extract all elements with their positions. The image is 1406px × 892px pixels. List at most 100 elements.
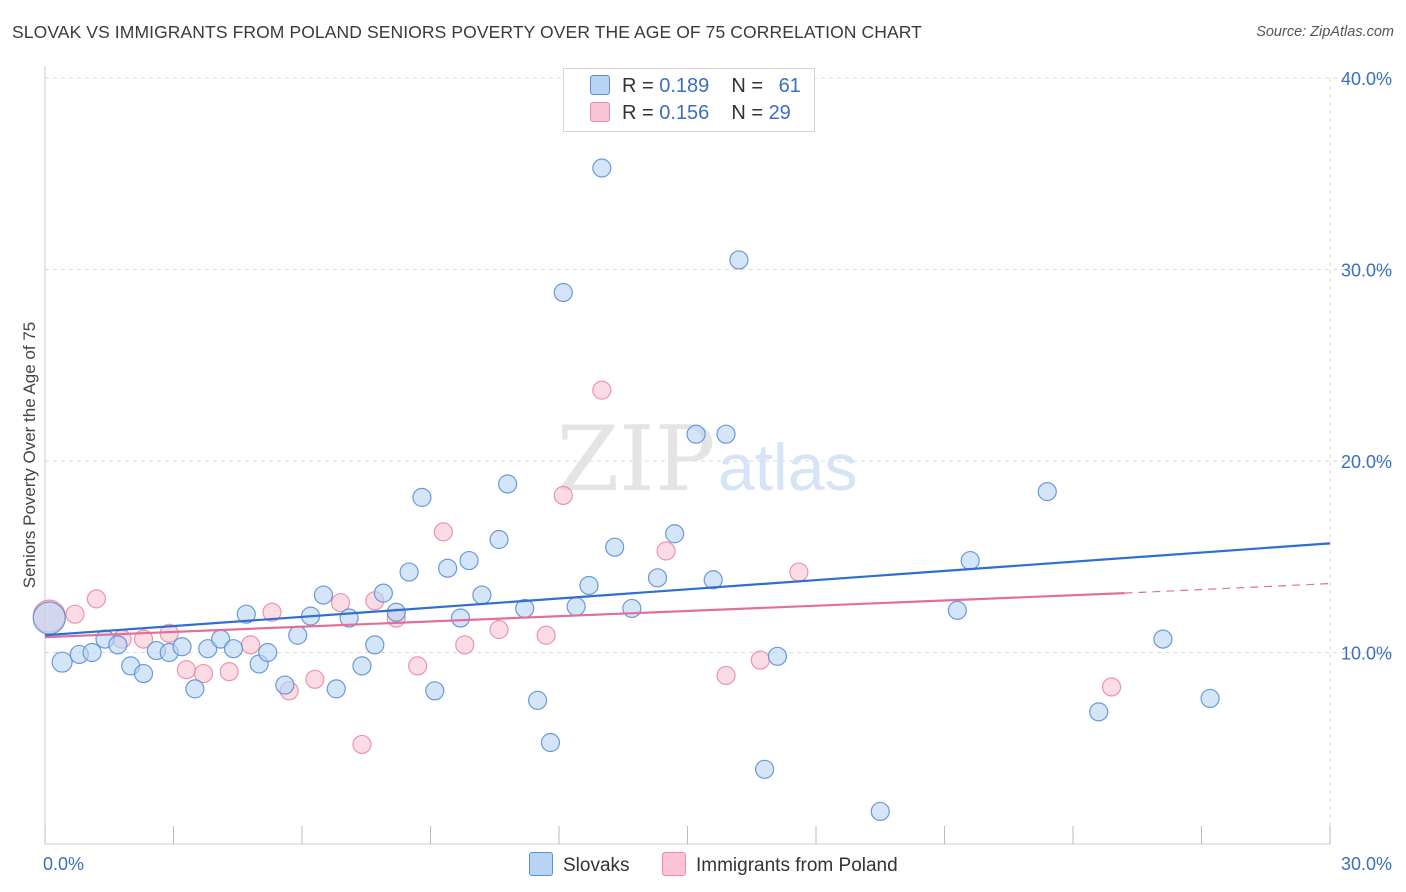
slovak-point-49 — [703, 570, 723, 590]
legend-r-value: 0.189 — [659, 75, 710, 97]
legend-r-value: 0.156 — [659, 102, 710, 124]
poland-point-17 — [408, 656, 428, 676]
poland-point-28 — [1101, 677, 1122, 697]
poland-point-23 — [592, 380, 612, 400]
poland-point-13 — [330, 593, 351, 613]
slovak-point-11 — [185, 679, 205, 699]
slovak-point-1 — [51, 651, 73, 673]
legend-n-label: N = — [731, 102, 769, 124]
legend-item-poland: Immigrants from Poland — [662, 852, 898, 877]
y-tick-label-3: 40.0% — [1341, 69, 1392, 89]
slovak-point-26 — [373, 583, 393, 603]
chart-title: SLOVAK VS IMMIGRANTS FROM POLAND SENIORS… — [12, 22, 922, 42]
legend-swatch-slovak — [590, 75, 610, 95]
legend-n-value: 61 — [778, 75, 801, 97]
legend-row-poland: R = 0.156 N = 29 — [590, 102, 791, 126]
legend-swatch-poland — [590, 102, 610, 122]
y-tick-label-0: 10.0% — [1341, 644, 1392, 664]
axes — [44, 66, 1331, 845]
slovak-point-45 — [622, 598, 642, 619]
slovak-point-5 — [108, 635, 128, 655]
x-tick-label-0: 0.0% — [43, 854, 84, 874]
legend-label-poland: Immigrants from Poland — [696, 855, 898, 876]
trend-lines — [44, 542, 1331, 639]
slovak-point-38 — [527, 690, 548, 710]
watermark-zip: ZIP — [557, 407, 716, 512]
slovak-point-7 — [133, 663, 154, 684]
slovak-point-59 — [1153, 629, 1173, 649]
poland-point-25 — [716, 665, 736, 686]
slovak-point-58 — [1089, 702, 1109, 722]
slovak-point-47 — [665, 524, 685, 544]
slovak-point-19 — [288, 625, 308, 645]
slovak-point-14 — [223, 639, 244, 659]
legend-r-label: R = — [622, 75, 660, 97]
watermark: ZIP atlas — [557, 407, 858, 512]
poland-point-12 — [305, 669, 325, 689]
poland-point-26 — [750, 650, 770, 670]
slovak-point-60 — [1200, 688, 1220, 709]
slovak-point-51 — [729, 250, 749, 270]
slovak-point-54 — [870, 801, 890, 822]
y-tick-label-2: 30.0% — [1341, 261, 1392, 281]
legend-n-value: 29 — [768, 102, 791, 124]
slovak-point-31 — [438, 558, 458, 578]
slovak-point-17 — [258, 642, 278, 663]
slovak-point-21 — [313, 585, 334, 605]
slovak-point-36 — [498, 474, 518, 494]
slovak-point-10 — [172, 637, 192, 657]
slovak-point-3 — [82, 642, 102, 663]
legend-n-label: N = — [731, 75, 769, 97]
y-tick-label-1: 20.0% — [1341, 452, 1392, 472]
series-legend: Slovaks Immigrants from Poland — [0, 852, 1406, 878]
slovak-point-50 — [716, 424, 736, 444]
legend-label-slovaks: Slovaks — [563, 855, 630, 876]
legend-item-slovaks: Slovaks — [529, 852, 630, 877]
slovak-point-34 — [472, 585, 492, 605]
poland-point-8 — [219, 662, 239, 682]
slovak-point-56 — [960, 550, 980, 571]
poland-point-18 — [433, 522, 453, 542]
slovak-point-44 — [605, 537, 625, 557]
poland-point-20 — [489, 619, 509, 640]
slovak-point-22 — [326, 679, 346, 699]
slovak-point-39 — [540, 732, 561, 753]
slovak-point-33 — [459, 550, 479, 571]
watermark-atlas: atlas — [718, 430, 857, 504]
slovak-point-27 — [386, 602, 406, 622]
poland-point-22 — [553, 485, 573, 506]
poland-point-9 — [241, 635, 261, 655]
slovak-point-41 — [566, 596, 586, 617]
slovak-point-32 — [450, 608, 471, 628]
poland-point-4 — [133, 629, 154, 649]
poland-point-27 — [789, 562, 809, 582]
poland-point-7 — [193, 663, 214, 684]
poland-point-24 — [656, 541, 676, 561]
poland-point-14 — [352, 734, 372, 755]
slovak-point-35 — [489, 529, 509, 550]
slovak-point-40 — [553, 282, 573, 303]
slovak-point-55 — [947, 600, 967, 620]
slovak-point-57 — [1037, 482, 1057, 502]
y-axis-label: Seniors Poverty Over the Age of 75 — [20, 321, 39, 589]
slovak-point-24 — [352, 656, 372, 676]
legend-swatch-poland — [662, 852, 686, 876]
slovak-trend-line — [44, 542, 1331, 637]
slovak-point-53 — [767, 646, 788, 666]
slovak-point-46 — [647, 568, 668, 588]
x-tick-label-1: 30.0% — [1341, 854, 1392, 874]
poland-trend-extension — [1124, 582, 1331, 594]
slovak-point-43 — [592, 158, 612, 178]
slovak-point-30 — [425, 681, 445, 701]
slovak-point-18 — [275, 675, 295, 695]
legend-row-slovak: R = 0.189 N = 61 — [590, 75, 801, 99]
slovak-point-52 — [754, 759, 775, 779]
source-label: Source: ZipAtlas.com — [1256, 24, 1394, 40]
poland-point-10 — [262, 602, 282, 622]
poland-point-21 — [536, 625, 556, 645]
poland-point-6 — [176, 660, 196, 680]
slovak-point-15 — [236, 604, 256, 624]
slovak-point-42 — [579, 575, 599, 596]
legend-r-label: R = — [622, 102, 660, 124]
